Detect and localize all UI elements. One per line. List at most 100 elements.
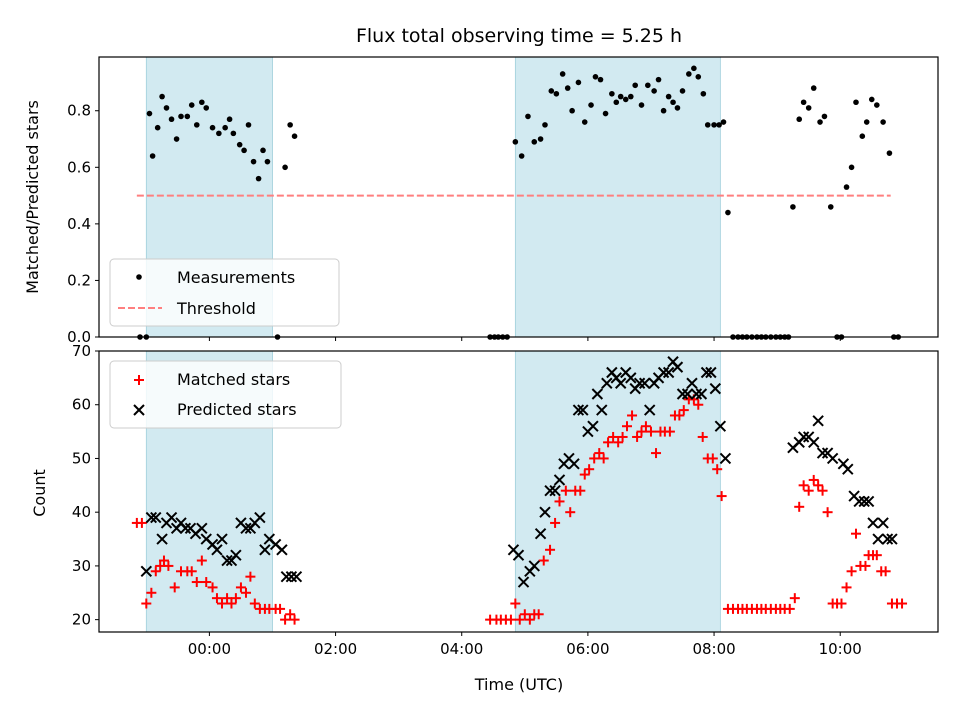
matched-star-point xyxy=(632,431,643,442)
predicted-star-point xyxy=(826,452,839,465)
marker-stroke xyxy=(644,404,656,416)
measurement-point xyxy=(159,93,165,100)
marker-stroke xyxy=(216,533,228,545)
measurement-point xyxy=(655,76,662,83)
predicted-star-point xyxy=(690,388,703,400)
measurement-point xyxy=(226,116,233,123)
marker-stroke xyxy=(280,570,293,583)
y-tick-label: 0.2 xyxy=(67,271,91,289)
matched-star-point xyxy=(560,485,571,496)
x-tick-label: 00:00 xyxy=(188,640,231,658)
matched-star-points xyxy=(131,394,908,625)
matched-star-point xyxy=(510,598,521,609)
matched-star-point xyxy=(505,614,516,625)
matched-star-point xyxy=(249,598,260,609)
matched-star-point xyxy=(211,593,222,604)
matched-star-point xyxy=(280,614,291,625)
matched-star-point xyxy=(716,491,727,502)
marker-stroke xyxy=(625,372,637,384)
matched-star-point xyxy=(836,598,847,609)
y-tick-label: 50 xyxy=(72,449,91,467)
measurement-point xyxy=(843,184,850,190)
marker-stroke xyxy=(719,452,732,465)
marker-stroke xyxy=(240,522,252,535)
predicted-star-point xyxy=(709,382,722,395)
matched-star-point xyxy=(636,426,647,437)
measurement-point xyxy=(537,136,544,142)
measurement-point xyxy=(859,133,866,139)
legend-threshold-label: Threshold xyxy=(176,299,256,318)
marker-stroke xyxy=(633,377,646,389)
measurement-point xyxy=(632,82,639,89)
measurement-point xyxy=(559,71,566,77)
predicted-star-point xyxy=(568,458,580,470)
marker-stroke xyxy=(872,533,884,545)
x-tick-label: 02:00 xyxy=(314,640,357,658)
marker-stroke xyxy=(812,415,824,427)
marker-stroke xyxy=(528,560,540,572)
predicted-star-point xyxy=(881,533,894,545)
marker-stroke xyxy=(657,366,670,379)
measurement-point xyxy=(800,99,807,106)
measurement-point xyxy=(548,88,555,94)
predicted-star-point xyxy=(842,463,854,475)
measurement-point xyxy=(725,209,731,216)
measurement-point xyxy=(627,93,634,100)
shaded-interval xyxy=(514,56,721,338)
matched-star-point xyxy=(235,582,246,593)
measurement-point xyxy=(184,113,191,120)
marker-stroke xyxy=(867,517,879,529)
top-legend-box xyxy=(109,258,340,327)
measurement-point xyxy=(199,99,205,106)
marker-stroke xyxy=(165,511,178,524)
matched-star-point xyxy=(554,496,565,507)
y-tick-label: 30 xyxy=(72,557,91,575)
measurement-point xyxy=(817,119,823,125)
y-tick-label: 0.6 xyxy=(67,158,91,176)
matched-star-point xyxy=(594,448,605,459)
marker-stroke xyxy=(254,511,266,524)
measurement-point xyxy=(241,147,247,154)
matched-star-point xyxy=(163,560,174,571)
predicted-star-point xyxy=(216,533,228,545)
measurement-point xyxy=(853,99,859,106)
matched-star-point xyxy=(871,550,882,561)
matched-star-point xyxy=(678,405,689,416)
matched-star-point xyxy=(226,598,237,609)
measurement-point xyxy=(291,133,298,139)
matched-star-point xyxy=(841,582,852,593)
measurement-point xyxy=(874,102,880,108)
matched-star-point xyxy=(707,453,718,464)
matched-star-point xyxy=(817,485,828,496)
marker-stroke xyxy=(549,484,561,497)
predicted-star-point xyxy=(596,404,608,416)
measurement-point xyxy=(790,204,796,210)
predicted-star-point xyxy=(657,366,670,379)
matched-star-point xyxy=(524,614,535,625)
measurement-point xyxy=(602,110,609,117)
measurement-point xyxy=(821,113,828,120)
measurement-point xyxy=(638,102,645,108)
marker-stroke xyxy=(709,382,722,395)
measurement-point xyxy=(575,79,582,86)
marker-stroke xyxy=(596,404,608,416)
matched-star-point xyxy=(608,431,619,442)
marker-stroke xyxy=(591,388,604,400)
predicted-star-point xyxy=(179,522,192,535)
marker-stroke xyxy=(858,495,870,508)
measurement-point xyxy=(886,150,893,156)
measurement-point xyxy=(154,124,161,131)
matched-star-point xyxy=(245,571,256,582)
legend-predicted-marker xyxy=(133,404,145,416)
matched-star-point xyxy=(575,485,586,496)
marker-stroke xyxy=(512,549,525,561)
predicted-star-point xyxy=(230,549,242,561)
predicted-star-point xyxy=(862,495,875,508)
marker-stroke xyxy=(544,484,556,497)
predicted-star-point xyxy=(539,506,551,518)
predicted-star-point xyxy=(290,570,303,583)
matched-star-point xyxy=(191,577,202,588)
predicted-star-point xyxy=(853,495,865,508)
